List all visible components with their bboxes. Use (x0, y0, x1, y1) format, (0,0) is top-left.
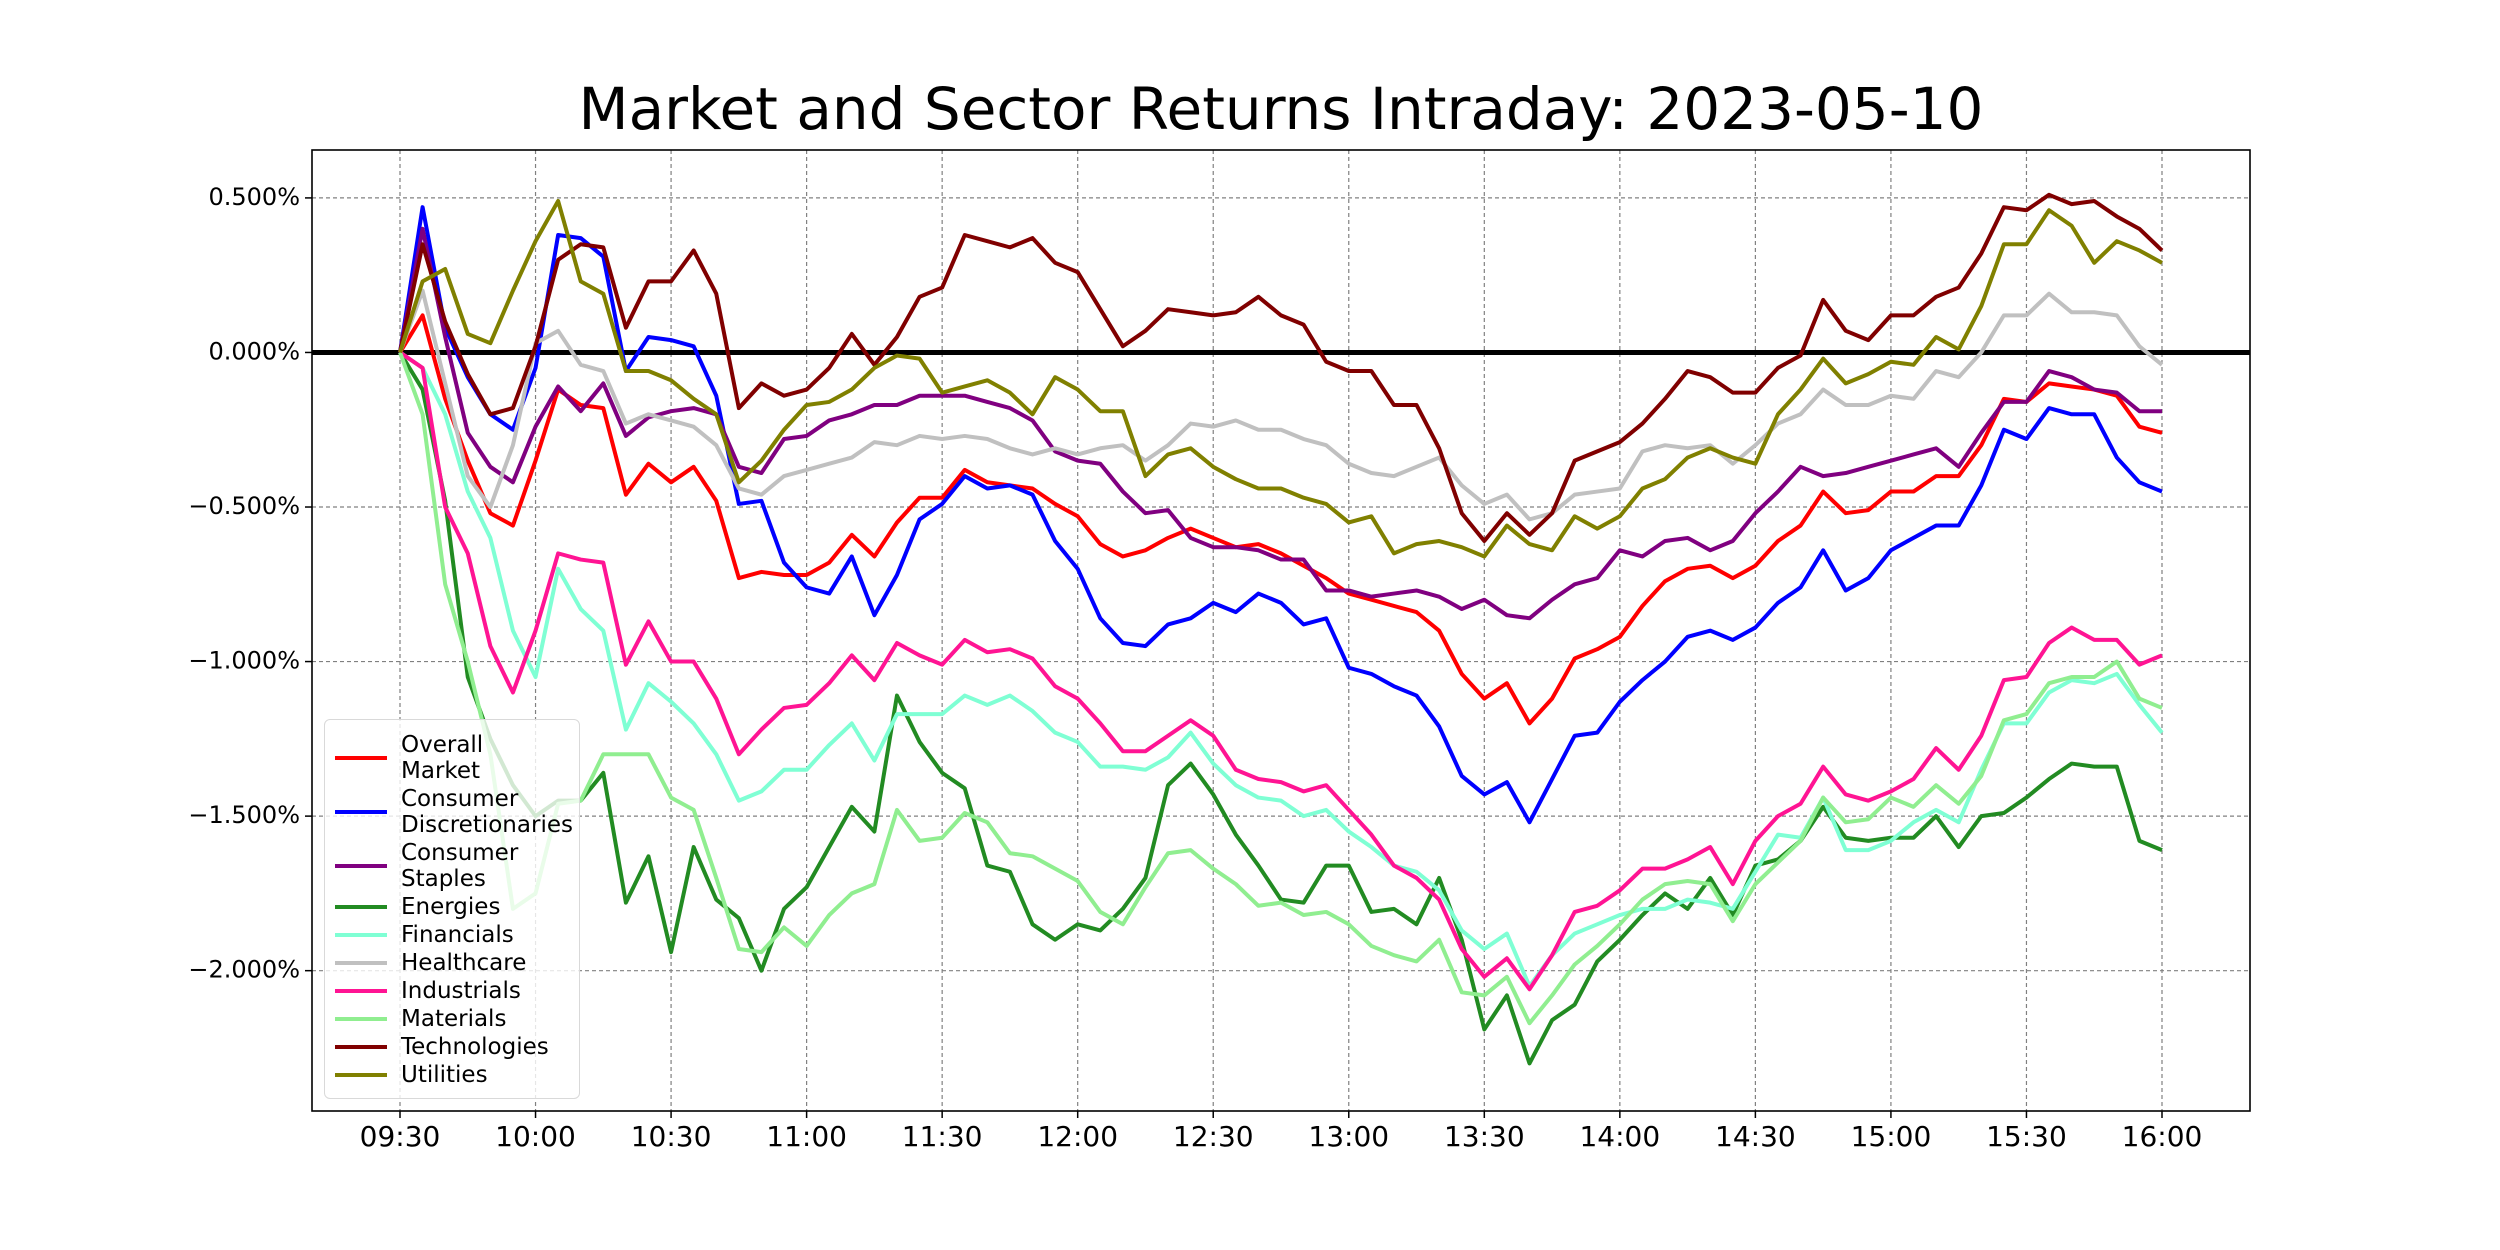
series-line (398, 351, 2163, 1066)
legend-label: Overall Market (401, 732, 484, 784)
legend-item: Industrials (335, 978, 569, 1004)
series-line (398, 192, 2164, 544)
series-line (398, 226, 2162, 621)
y-tick-label: 0.500% (208, 183, 300, 211)
legend-item: Healthcare (335, 950, 569, 976)
legend-label: Consumer Discretionaries (401, 786, 573, 838)
plot-area (312, 192, 2250, 1066)
legend-label: Industrials (401, 978, 521, 1004)
legend-item: Consumer Staples (335, 840, 569, 892)
series-line (398, 350, 2163, 992)
y-tick-label: −1.500% (188, 801, 300, 829)
legend-label: Consumer Staples (401, 840, 519, 892)
legend-item: Utilities (335, 1062, 569, 1088)
series-line (398, 351, 2163, 1026)
legend-swatch (335, 961, 387, 965)
legend-item: Financials (335, 922, 569, 948)
legend-swatch (335, 933, 387, 937)
legend-label: Healthcare (401, 950, 527, 976)
legend-label: Technologies (401, 1034, 549, 1060)
legend-swatch (335, 756, 387, 760)
legend-swatch (335, 864, 387, 868)
axes-frame (311, 149, 2251, 1112)
x-tick-label: 13:30 (1444, 1120, 1525, 1153)
legend-label: Materials (401, 1006, 507, 1032)
legend-label: Utilities (401, 1062, 488, 1088)
legend-label: Energies (401, 894, 501, 920)
x-tick-label: 14:30 (1715, 1120, 1796, 1153)
grid: 0.500% 0.000% −0.500% −1.000% −1.500% −2.000%… (188, 150, 2250, 1153)
series-line (398, 350, 2164, 989)
x-tick-label: 15:00 (1851, 1120, 1932, 1153)
x-tick-label: 10:30 (631, 1120, 712, 1153)
legend-item: Overall Market (335, 732, 569, 784)
x-tick-label: 13:00 (1308, 1120, 1389, 1153)
x-tick-label: 16:00 (2122, 1120, 2203, 1153)
x-tick-label: 12:00 (1037, 1120, 1118, 1153)
x-tick-label: 09:30 (360, 1120, 441, 1153)
y-tick-label: −2.000% (188, 956, 300, 984)
legend-item: Energies (335, 894, 569, 920)
legend-item: Consumer Discretionaries (335, 786, 573, 838)
series-line (398, 288, 2164, 522)
legend-swatch (335, 989, 387, 993)
series-line (398, 313, 2163, 726)
legend-swatch (335, 810, 387, 814)
x-tick-label: 15:30 (1986, 1120, 2067, 1153)
y-tick-label: 0.000% (208, 337, 300, 365)
legend: Overall Market Consumer Discretionaries Co… (324, 719, 580, 1099)
x-tick-label: 11:00 (766, 1120, 847, 1153)
x-tick-label: 11:30 (902, 1120, 983, 1153)
legend-swatch (335, 1017, 387, 1021)
legend-swatch (335, 905, 387, 909)
x-tick-label: 14:00 (1579, 1120, 1660, 1153)
legend-item: Technologies (335, 1034, 569, 1060)
x-tick-label: 12:30 (1173, 1120, 1254, 1153)
series-line (398, 205, 2163, 825)
chart-title: Market and Sector Returns Intraday: 2023… (579, 75, 1984, 143)
y-tick-label: −1.000% (188, 647, 300, 675)
legend-label: Financials (401, 922, 514, 948)
y-tick-label: −0.500% (188, 492, 300, 520)
legend-item: Materials (335, 1006, 569, 1032)
legend-swatch (335, 1073, 387, 1077)
x-tick-label: 10:00 (495, 1120, 576, 1153)
series-line (398, 199, 2163, 559)
legend-swatch (335, 1045, 387, 1049)
